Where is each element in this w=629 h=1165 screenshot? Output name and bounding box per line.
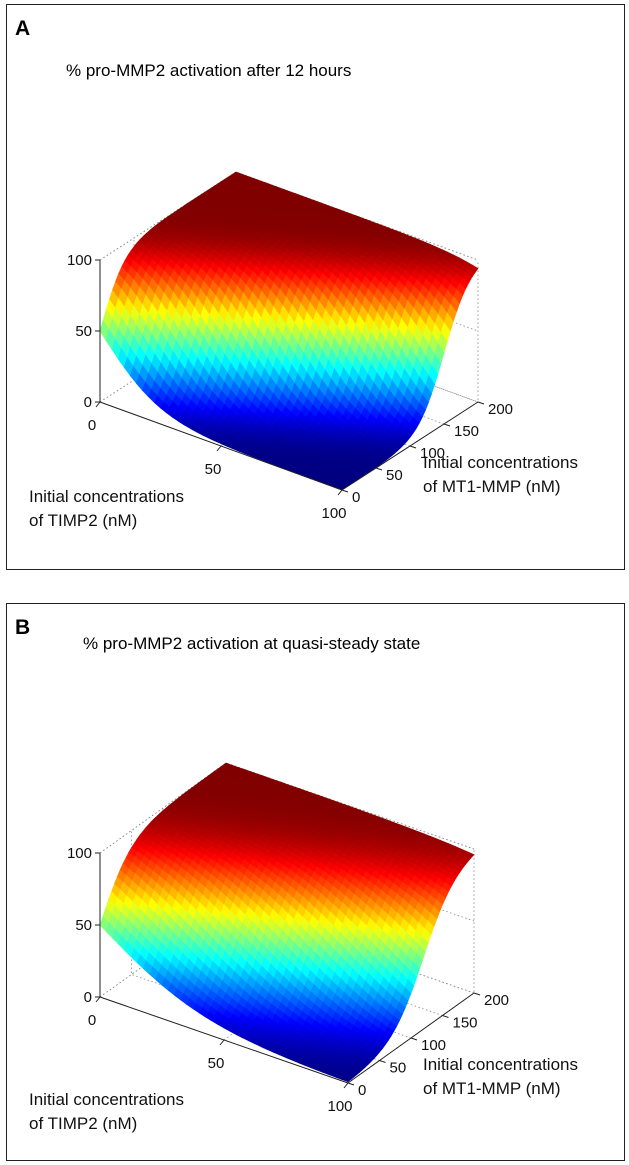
x-tick-mark xyxy=(216,445,222,452)
surface-a xyxy=(99,171,479,491)
surface-b xyxy=(99,762,475,1083)
axes-b: 0 50 100 0 50 100 0 50 100 150 200 xyxy=(67,845,509,1115)
y-axis-label-b-line2: of MT1-MMP (nM) xyxy=(423,1079,561,1098)
y-tick-label: 150 xyxy=(453,1015,478,1032)
chart-title-b: % pro-MMP2 activation at quasi-steady st… xyxy=(83,634,420,653)
y-tick-label: 100 xyxy=(421,1037,446,1054)
panel-letter-b: B xyxy=(15,616,30,639)
axes-a: 0 50 100 0 50 100 0 50 100 150 200 xyxy=(67,252,513,522)
x-tick-label: 0 xyxy=(88,417,96,434)
chart-title-a: % pro-MMP2 activation after 12 hours xyxy=(66,61,351,80)
y-tick-mark xyxy=(443,423,451,427)
y-tick-label: 50 xyxy=(386,467,403,484)
panel-a: A % pro-MMP2 activation after 12 hours 0… xyxy=(6,4,625,570)
x-tick-mark xyxy=(95,996,101,1003)
surface-plot-b: B % pro-MMP2 activation at quasi-steady … xyxy=(15,616,578,1133)
y-tick-label: 200 xyxy=(488,401,513,418)
z-tick-label: 0 xyxy=(84,989,92,1006)
y-tick-mark xyxy=(473,992,481,996)
y-tick-label: 100 xyxy=(420,445,445,462)
y-axis-label-a-line2: of MT1-MMP (nM) xyxy=(423,477,561,496)
x-tick-mark xyxy=(219,1039,225,1046)
x-tick-mark xyxy=(337,489,343,496)
z-tick-label: 50 xyxy=(75,917,92,934)
y-tick-label: 0 xyxy=(352,489,360,506)
y-tick-label: 200 xyxy=(484,992,509,1009)
z-tick-label: 50 xyxy=(75,323,92,340)
y-tick-label: 150 xyxy=(454,423,479,440)
x-tick-label: 100 xyxy=(327,1098,352,1115)
x-axis-label-a-line2: of TIMP2 (nM) xyxy=(29,511,137,530)
x-tick-label: 0 xyxy=(88,1012,96,1029)
surface-patch xyxy=(341,1076,352,1083)
y-tick-mark xyxy=(347,1082,355,1086)
y-tick-mark xyxy=(341,489,349,493)
surface-plot-a: A % pro-MMP2 activation after 12 hours 0… xyxy=(15,17,578,530)
y-tick-mark xyxy=(442,1015,449,1018)
x-tick-mark xyxy=(95,401,101,408)
x-axis-label-b-line2: of TIMP2 (nM) xyxy=(29,1114,137,1133)
y-tick-mark xyxy=(379,1060,386,1063)
panel-b: B % pro-MMP2 activation at quasi-steady … xyxy=(6,603,625,1161)
grid-line-x xyxy=(341,260,479,491)
x-tick-label: 50 xyxy=(205,461,222,478)
x-axis-label-a-line1: Initial concentrations xyxy=(29,487,184,506)
y-axis-label-a-line1: Initial concentrations xyxy=(423,453,578,472)
z-tick-label: 0 xyxy=(84,394,92,411)
x-tick-mark xyxy=(343,1082,349,1089)
panel-letter-a: A xyxy=(15,17,30,40)
y-tick-mark xyxy=(375,467,383,471)
y-tick-label: 0 xyxy=(358,1082,366,1099)
z-tick-label: 100 xyxy=(67,845,92,862)
y-tick-mark xyxy=(410,1037,418,1041)
y-tick-mark xyxy=(409,445,417,449)
x-axis-label-b-line1: Initial concentrations xyxy=(29,1090,184,1109)
y-tick-mark xyxy=(477,401,485,405)
x-tick-label: 100 xyxy=(321,505,346,522)
x-tick-label: 50 xyxy=(208,1055,225,1072)
y-axis-label-b-line1: Initial concentrations xyxy=(423,1055,578,1074)
z-tick-label: 100 xyxy=(67,252,92,269)
y-tick-label: 50 xyxy=(390,1060,407,1077)
